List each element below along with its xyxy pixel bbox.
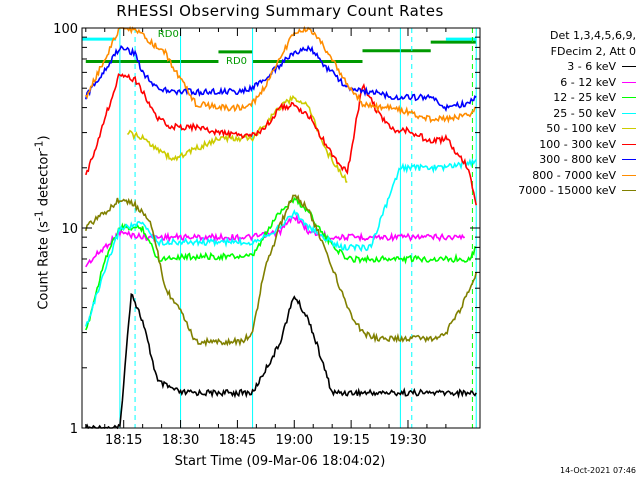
legend-swatch xyxy=(622,143,636,145)
legend-item-8: 7000 - 15000 keV xyxy=(484,183,636,199)
annotation-rd0-0: RD0 xyxy=(158,29,179,40)
legend-swatch xyxy=(622,128,636,130)
x-tick-label-2: 18:45 xyxy=(219,433,256,448)
y-axis-label-mid: detector xyxy=(36,151,52,211)
y-axis-label-main: Count Rate (s xyxy=(36,221,52,310)
series-line-7 xyxy=(85,25,477,124)
y-tick-label-1: 10 xyxy=(61,222,78,237)
legend-header-1: Det 1,3,4,5,6,9, xyxy=(549,29,636,42)
legend-swatch xyxy=(622,190,636,192)
legend-label: 100 - 300 keV xyxy=(539,137,616,151)
series-line-0 xyxy=(85,293,477,430)
legend-label: 800 - 7000 keV xyxy=(532,168,616,182)
vertical-markers xyxy=(119,28,477,428)
legend-swatch xyxy=(622,174,636,176)
legend-item-5: 100 - 300 keV xyxy=(484,137,636,153)
axis-ticks: 18:15 18:30 18:45 19:00 19:15 19:30 1 10 100 xyxy=(53,22,480,448)
x-tick-label-3: 19:00 xyxy=(276,433,313,448)
legend-swatch xyxy=(622,159,636,161)
legend-item-0: 3 - 6 keV xyxy=(484,59,636,75)
legend-label: 12 - 25 keV xyxy=(553,91,616,104)
legend-item-4: 50 - 100 keV xyxy=(484,121,636,137)
x-axis-label: Start Time (09-Mar-06 18:04:02) xyxy=(174,454,386,469)
series-line-8 xyxy=(85,194,477,348)
annotation-rd0-1: RD0 xyxy=(226,56,247,67)
y-tick-label-2: 100 xyxy=(53,22,78,37)
y-axis-label-sup1: -1 xyxy=(32,210,46,222)
legend-label: 300 - 800 keV xyxy=(539,153,616,166)
legend-label: 7000 - 15000 keV xyxy=(518,184,616,197)
x-tick-label-1: 18:30 xyxy=(162,433,199,448)
legend-swatch xyxy=(622,112,636,114)
y-axis-label-end: ) xyxy=(36,135,52,141)
chart-title: RHESSI Observing Summary Count Rates xyxy=(116,2,444,20)
legend-swatch xyxy=(622,66,636,68)
series-line-2 xyxy=(85,196,477,331)
series-line-3 xyxy=(85,158,477,327)
legend-swatch xyxy=(622,97,636,99)
legend-item-3: 25 - 50 keV xyxy=(484,106,636,122)
y-axis-label-sup2: -1 xyxy=(32,140,46,152)
legend-item-1: 6 - 12 keV xyxy=(484,75,636,91)
x-tick-label-0: 18:15 xyxy=(105,433,142,448)
legend-item-2: 12 - 25 keV xyxy=(484,90,636,106)
series-line-1 xyxy=(85,213,465,268)
series-lines xyxy=(85,25,477,430)
legend-label: 25 - 50 keV xyxy=(553,106,616,120)
legend-swatch xyxy=(622,81,636,83)
series-line-6 xyxy=(85,44,477,113)
timestamp: 14-Oct-2021 07:46 xyxy=(560,466,636,475)
y-tick-label-0: 1 xyxy=(70,422,78,437)
flag-segments xyxy=(82,37,477,63)
x-tick-label-4: 19:15 xyxy=(332,433,369,448)
x-tick-label-5: 19:30 xyxy=(389,433,426,448)
annotations: RD0 RD0 xyxy=(158,29,247,67)
series-line-4 xyxy=(126,94,348,183)
series-line-5 xyxy=(85,73,477,206)
legend: Det 1,3,4,5,6,9, FDecim 2, Att 0 3 - 6 k… xyxy=(484,28,636,199)
legend-label: 50 - 100 keV xyxy=(546,122,616,135)
y-axis-label: Count Rate (s-1 detector-1) xyxy=(32,135,52,310)
legend-item-6: 300 - 800 keV xyxy=(484,152,636,168)
legend-label: 6 - 12 keV xyxy=(560,75,616,89)
legend-rows: 3 - 6 keV 6 - 12 keV 12 - 25 keV 25 - 50 ke… xyxy=(484,59,636,199)
legend-header-2: FDecim 2, Att 0 xyxy=(550,44,636,58)
legend-item-7: 800 - 7000 keV xyxy=(484,168,636,184)
legend-label: 3 - 6 keV xyxy=(567,60,616,73)
